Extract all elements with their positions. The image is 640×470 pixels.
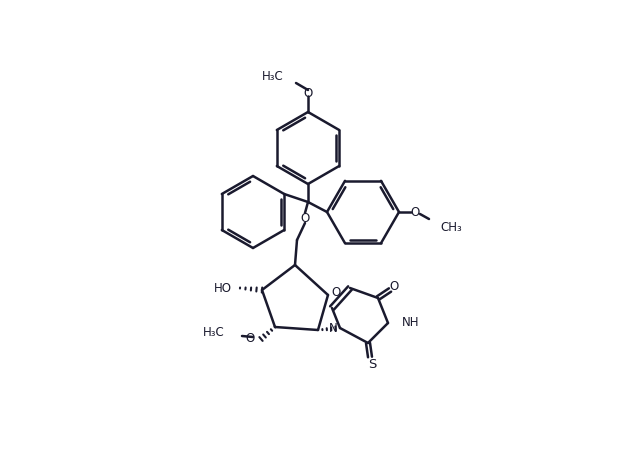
Text: H₃C: H₃C — [262, 70, 284, 83]
Text: O: O — [300, 212, 310, 225]
Text: CH₃: CH₃ — [440, 220, 461, 234]
Text: O: O — [332, 287, 340, 299]
Text: H₃C: H₃C — [204, 327, 225, 339]
Text: HO: HO — [214, 282, 232, 295]
Text: NH: NH — [402, 316, 419, 329]
Text: O: O — [389, 280, 399, 292]
Text: O: O — [410, 205, 420, 219]
Text: O: O — [303, 86, 312, 100]
Text: O: O — [246, 332, 255, 345]
Text: S: S — [368, 359, 376, 371]
Text: N: N — [329, 321, 338, 335]
